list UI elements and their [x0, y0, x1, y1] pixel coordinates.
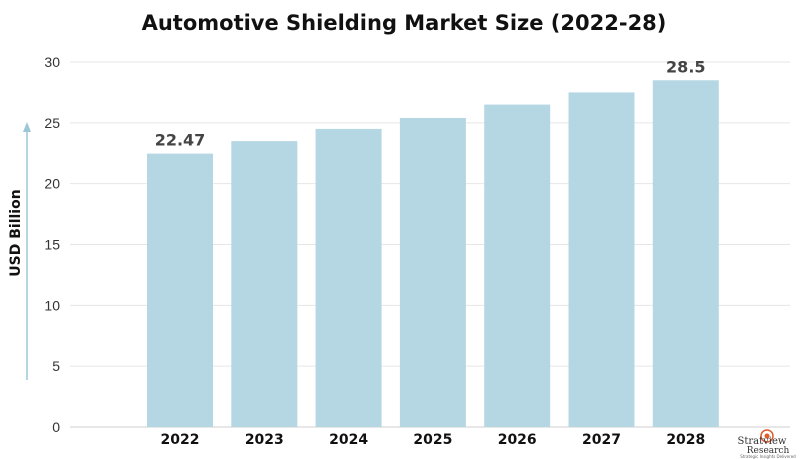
x-tick-label: 2027 — [582, 432, 621, 448]
bar-2026 — [484, 104, 551, 427]
bar-2027 — [568, 92, 635, 428]
y-tick-label: 20 — [44, 176, 60, 192]
y-tick-label: 30 — [44, 54, 60, 70]
x-tick-label: 2022 — [161, 432, 200, 448]
x-tick-label: 2026 — [498, 432, 537, 448]
logo-tagline: Strategic Insights Delivered — [740, 454, 796, 459]
data-label-2022: 22.47 — [155, 131, 206, 150]
x-tick-label: 2028 — [666, 432, 705, 448]
x-axis-ticks: 2022 2023 2024 2025 2026 2027 2028 — [161, 432, 706, 448]
data-labels: 22.47 28.5 — [155, 57, 706, 149]
bar-2024 — [315, 128, 382, 427]
y-axis-ticks: 0 5 10 15 20 25 30 — [44, 54, 60, 435]
data-label-2028: 28.5 — [666, 57, 705, 76]
x-tick-label: 2024 — [329, 432, 368, 448]
x-tick-label: 2025 — [413, 432, 452, 448]
y-tick-label: 0 — [52, 419, 60, 435]
y-axis-label: USD Billion — [8, 189, 24, 276]
bar-2025 — [399, 117, 466, 427]
y-tick-label: 10 — [44, 297, 60, 313]
stratview-logo: Stratview Research Strategic Insights De… — [738, 429, 796, 459]
bars — [147, 80, 719, 428]
logo-target-icon — [760, 429, 774, 443]
x-tick-label: 2023 — [245, 432, 284, 448]
logo-main-text: Stratview — [738, 436, 787, 447]
bar-2022 — [147, 153, 213, 428]
chart-title: Automotive Shielding Market Size (2022-2… — [142, 11, 667, 35]
y-tick-label: 25 — [44, 115, 60, 131]
bar-2023 — [231, 141, 298, 428]
logo-sub-text: Research — [747, 446, 790, 456]
y-tick-label: 5 — [52, 358, 60, 374]
y-tick-label: 15 — [44, 237, 60, 253]
y-axis-arrow — [23, 122, 31, 380]
bar-2028 — [652, 80, 719, 427]
